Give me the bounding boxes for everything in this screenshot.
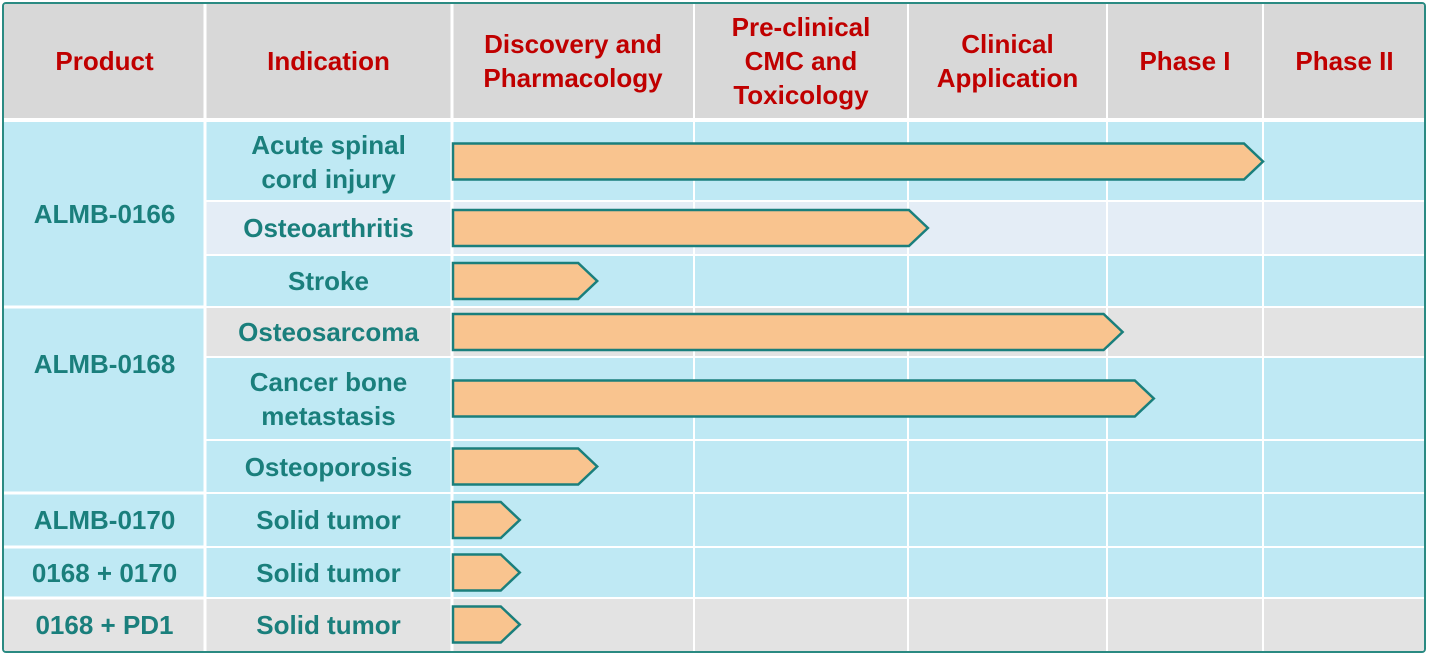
product-name: ALMB-0166 — [33, 199, 176, 229]
product-cell-background — [4, 547, 205, 598]
progress-bar-1 — [451, 142, 1265, 181]
product-name: 0168 + 0170 — [31, 557, 178, 588]
product-cell-background — [4, 307, 205, 493]
column-header: Product — [55, 46, 154, 76]
indication-label: Osteoporosis — [244, 451, 413, 482]
progress-bar-7 — [451, 500, 522, 540]
column-header: Indication — [267, 46, 390, 76]
column-header: Phase II — [1295, 46, 1394, 76]
row-background — [205, 493, 1424, 547]
column-header: Phase I — [1139, 46, 1231, 76]
product-cell-background — [4, 598, 205, 651]
header-separator — [4, 118, 1424, 122]
indication-label: Solid tumor — [256, 557, 401, 588]
indication-label: Solid tumor — [256, 505, 401, 535]
pipeline-grid — [4, 4, 1424, 651]
indication-label: Stroke — [288, 266, 369, 296]
row-background — [205, 547, 1424, 598]
progress-bar-2 — [451, 208, 930, 248]
progress-bar-8 — [451, 553, 522, 592]
row-background — [205, 598, 1424, 651]
product-name: 0168 + PD1 — [35, 609, 174, 640]
indication-label: Solid tumor — [256, 609, 401, 640]
row-background — [205, 255, 1424, 307]
indication-label: Osteoarthritis — [243, 213, 414, 243]
progress-bar-4 — [451, 312, 1125, 352]
progress-bar-6 — [451, 447, 600, 486]
progress-bar-5 — [451, 379, 1156, 418]
product-name: ALMB-0170 — [33, 505, 176, 535]
column-header: Pre-clinical CMC and Toxicology — [731, 12, 871, 110]
product-cell-background — [4, 493, 205, 547]
column-header: Clinical Application — [936, 29, 1079, 93]
progress-bar-9 — [451, 605, 522, 644]
header-background — [4, 4, 1424, 118]
column-header: Discovery and Pharmacology — [483, 29, 663, 93]
progress-bar-3 — [451, 261, 600, 301]
indication-label: Acute spinal cord injury — [251, 129, 406, 194]
product-cell-background — [4, 122, 205, 307]
indication-label: Osteosarcoma — [238, 317, 419, 347]
indication-label: Cancer bone metastasis — [249, 366, 408, 431]
row-background — [205, 440, 1424, 493]
product-name: ALMB-0168 — [33, 349, 176, 379]
